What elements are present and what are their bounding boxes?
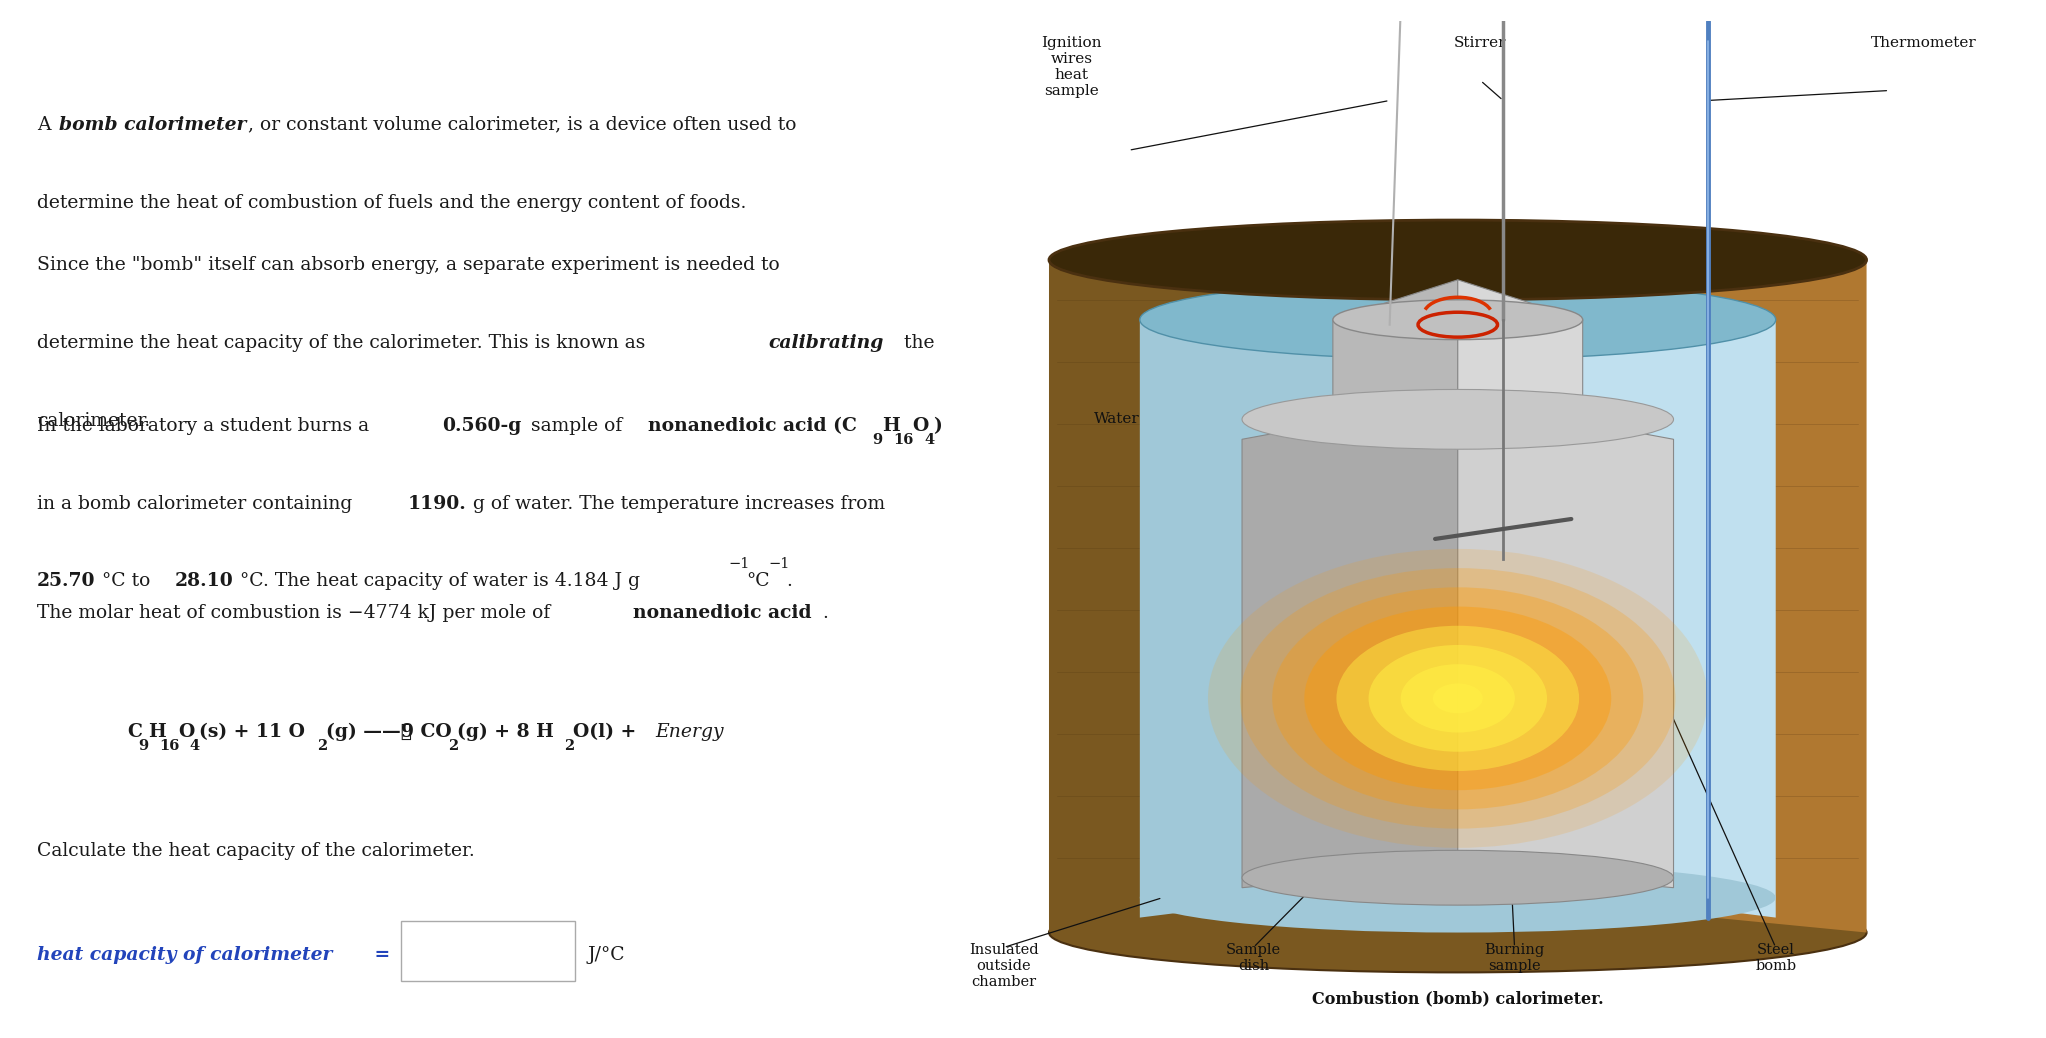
Polygon shape — [1140, 280, 1457, 918]
Text: the: the — [898, 334, 935, 352]
Ellipse shape — [1336, 626, 1580, 771]
Text: ): ) — [933, 417, 941, 435]
Text: 2: 2 — [317, 739, 327, 754]
Text: The molar heat of combustion is −4774 kJ per mole of: The molar heat of combustion is −4774 kJ… — [37, 604, 557, 622]
Ellipse shape — [1332, 300, 1584, 339]
Polygon shape — [1457, 280, 1584, 439]
Ellipse shape — [1402, 664, 1514, 733]
Polygon shape — [1457, 220, 1866, 932]
Text: 2: 2 — [565, 739, 575, 754]
Ellipse shape — [1140, 280, 1776, 359]
Text: heat capacity of calorimeter: heat capacity of calorimeter — [37, 947, 331, 964]
Text: in a bomb calorimeter containing: in a bomb calorimeter containing — [37, 495, 358, 513]
Text: O(l) +: O(l) + — [573, 723, 642, 741]
Text: 0.560-g: 0.560-g — [442, 417, 522, 435]
Text: °C to: °C to — [96, 573, 155, 591]
Text: 4: 4 — [190, 739, 201, 754]
Text: nonanedioic acid (C: nonanedioic acid (C — [649, 417, 857, 435]
Ellipse shape — [1369, 645, 1547, 752]
Text: Thermometer: Thermometer — [1870, 35, 1976, 50]
Text: 9: 9 — [139, 739, 149, 754]
Text: Combustion (bomb) calorimeter.: Combustion (bomb) calorimeter. — [1311, 990, 1604, 1007]
Ellipse shape — [1273, 588, 1643, 810]
Text: 4: 4 — [925, 433, 935, 447]
Text: 2: 2 — [448, 739, 458, 754]
Text: sample of: sample of — [524, 417, 628, 435]
Ellipse shape — [1240, 568, 1676, 828]
Text: −1: −1 — [728, 556, 751, 571]
Ellipse shape — [1432, 683, 1483, 713]
Text: 9 CO: 9 CO — [401, 723, 452, 741]
Text: Stirrer: Stirrer — [1455, 35, 1506, 50]
Text: =: = — [368, 947, 391, 964]
Text: H: H — [882, 417, 900, 435]
Text: calibrating: calibrating — [767, 334, 884, 352]
Text: Energy: Energy — [655, 723, 724, 741]
Ellipse shape — [1140, 863, 1776, 932]
Text: Sample
dish: Sample dish — [1226, 943, 1281, 973]
Text: calorimeter.: calorimeter. — [37, 412, 149, 430]
Text: A: A — [37, 116, 57, 134]
Text: 16: 16 — [894, 433, 915, 447]
Text: Insulated
outside
chamber: Insulated outside chamber — [968, 943, 1039, 989]
Polygon shape — [1457, 280, 1776, 918]
Text: Ignition
wires
heat
sample: Ignition wires heat sample — [1041, 35, 1103, 99]
Text: nonanedioic acid: nonanedioic acid — [632, 604, 812, 622]
Ellipse shape — [1050, 220, 1866, 300]
Text: (g) + 8 H: (g) + 8 H — [458, 722, 554, 741]
Text: Water: Water — [1095, 412, 1140, 427]
Polygon shape — [1332, 280, 1457, 439]
Text: °C. The heat capacity of water is 4.184 J g: °C. The heat capacity of water is 4.184 … — [233, 573, 640, 591]
Text: 1190.: 1190. — [407, 495, 466, 513]
Text: 9: 9 — [874, 433, 882, 447]
Text: −1: −1 — [769, 556, 790, 571]
Ellipse shape — [1242, 850, 1674, 905]
Text: C: C — [127, 723, 141, 741]
Text: Calculate the heat capacity of the calorimeter.: Calculate the heat capacity of the calor… — [37, 843, 475, 861]
Text: 25.70: 25.70 — [37, 573, 96, 591]
Text: O: O — [178, 723, 194, 741]
FancyBboxPatch shape — [401, 921, 575, 981]
Text: J/°C: J/°C — [587, 947, 626, 964]
Text: .: . — [822, 604, 829, 622]
Text: (s) + 11 O: (s) + 11 O — [198, 723, 305, 741]
Text: .: . — [786, 573, 792, 591]
Text: Burning
sample: Burning sample — [1485, 943, 1545, 973]
Text: Since the "bomb" itself can absorb energy, a separate experiment is needed to: Since the "bomb" itself can absorb energ… — [37, 256, 780, 274]
Ellipse shape — [1303, 606, 1612, 790]
Text: O: O — [913, 417, 929, 435]
Text: H: H — [147, 723, 166, 741]
Polygon shape — [1457, 400, 1674, 887]
Polygon shape — [1242, 400, 1457, 887]
Text: g of water. The temperature increases from: g of water. The temperature increases fr… — [466, 495, 886, 513]
Ellipse shape — [1207, 549, 1708, 848]
Text: In the laboratory a student burns a: In the laboratory a student burns a — [37, 417, 374, 435]
Text: (g) ——➤: (g) ——➤ — [327, 722, 413, 741]
Text: Steel
bomb: Steel bomb — [1755, 943, 1796, 973]
Ellipse shape — [1050, 893, 1866, 973]
Ellipse shape — [1242, 389, 1674, 449]
Text: determine the heat of combustion of fuels and the energy content of foods.: determine the heat of combustion of fuel… — [37, 194, 747, 212]
Text: determine the heat capacity of the calorimeter. This is known as: determine the heat capacity of the calor… — [37, 334, 651, 352]
Text: °C: °C — [747, 573, 769, 591]
Text: 16: 16 — [160, 739, 180, 754]
Text: bomb calorimeter: bomb calorimeter — [59, 116, 248, 134]
Text: , or constant volume calorimeter, is a device often used to: , or constant volume calorimeter, is a d… — [248, 116, 796, 134]
Polygon shape — [1050, 220, 1457, 932]
Text: 28.10: 28.10 — [174, 573, 233, 591]
